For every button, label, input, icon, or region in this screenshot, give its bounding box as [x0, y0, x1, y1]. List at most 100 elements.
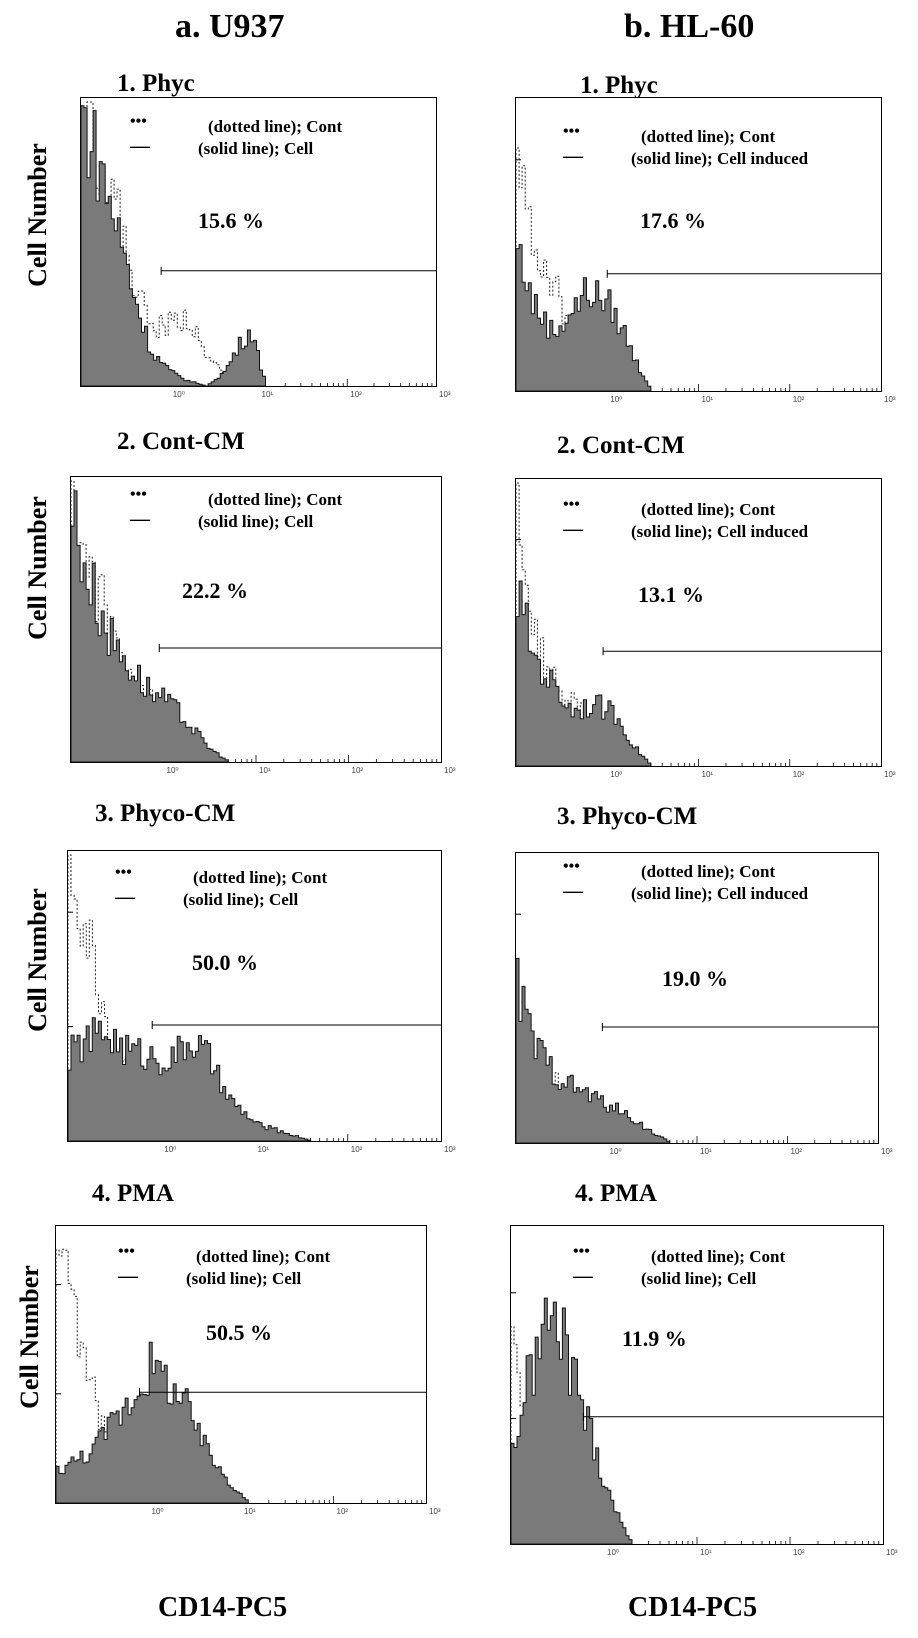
- panel-label: 3. Phyco-CM: [557, 803, 698, 830]
- histogram-svg: 10⁰ 10¹ 10² 10³: [80, 101, 451, 399]
- legend-entry-control: (dotted line); Cont: [196, 1247, 331, 1266]
- x-tick-label: 10³: [886, 1548, 898, 1557]
- legend-solid-marker: —: [130, 508, 150, 530]
- legend-entry-control: (dotted line); Cont: [641, 862, 776, 881]
- cell-histogram-solid: [515, 580, 652, 767]
- histogram-plot-a4: 10⁰ 10¹ 10² 10³: [55, 1225, 441, 1516]
- histogram-plot-a1: 10⁰ 10¹ 10² 10³: [80, 97, 451, 399]
- y-axis-label: Cell Number: [15, 1265, 44, 1409]
- histogram-svg: 10⁰ 10¹ 10² 10³: [515, 913, 893, 1156]
- y-axis-label: Cell Number: [23, 888, 52, 1032]
- x-tick-label: 10⁰: [164, 1145, 176, 1154]
- x-tick-label: 10¹: [258, 1145, 270, 1154]
- x-tick-label: 10³: [884, 395, 896, 404]
- histogram-plot-a3: 10⁰ 10¹ 10² 10³: [67, 850, 456, 1154]
- cell-histogram-solid: [510, 1297, 633, 1545]
- legend-dotted-marker: •••: [573, 1243, 590, 1260]
- histogram-svg: 10⁰ 10¹ 10² 10³: [515, 482, 896, 779]
- legend-entry-cell: (solid line); Cell: [198, 139, 314, 158]
- x-tick-label: 10¹: [244, 1507, 256, 1516]
- x-axis-label-a: CD14-PC5: [158, 1592, 288, 1623]
- x-tick-label: 10⁰: [610, 770, 622, 779]
- x-tick-label: 10³: [439, 390, 451, 399]
- x-tick-label: 10¹: [259, 766, 271, 775]
- x-tick-label: 10²: [793, 395, 805, 404]
- legend-entry-control: (dotted line); Cont: [641, 500, 776, 519]
- x-tick-label: 10⁰: [173, 390, 185, 399]
- x-tick-label: 10²: [793, 770, 805, 779]
- x-tick-label: 10²: [791, 1147, 803, 1156]
- legend-entry-control: (dotted line); Cont: [641, 127, 776, 146]
- cell-histogram-solid: [67, 1017, 312, 1142]
- y-axis-label: Cell Number: [23, 496, 52, 640]
- x-tick-label: 10³: [881, 1147, 893, 1156]
- legend-entry-control: (dotted line); Cont: [651, 1247, 786, 1266]
- panel-label: 4. PMA: [92, 1180, 174, 1207]
- positive-percentage: 11.9 %: [622, 1326, 687, 1351]
- legend-entry-cell: (solid line); Cell: [183, 890, 299, 909]
- column-title-b: b. HL-60: [624, 8, 755, 45]
- legend-entry-cell: (solid line); Cell induced: [631, 522, 809, 541]
- legend-entry-cell: (solid line); Cell: [198, 512, 314, 531]
- panel-label: 1. Phyc: [117, 70, 195, 97]
- positive-percentage: 19.0 %: [662, 966, 728, 991]
- x-axis-label-b: CD14-PC5: [628, 1592, 758, 1623]
- legend-solid-marker: —: [563, 518, 583, 540]
- x-tick-label: 10⁰: [607, 1548, 619, 1557]
- x-tick-label: 10²: [350, 390, 362, 399]
- histogram-plot-b1: 10⁰ 10¹ 10² 10³: [515, 97, 896, 404]
- positive-percentage: 50.0 %: [192, 950, 258, 975]
- histogram-svg: 10⁰ 10¹ 10² 10³: [515, 147, 896, 404]
- histogram-svg: 10⁰ 10¹ 10² 10³: [67, 854, 456, 1154]
- legend-dotted-marker: •••: [115, 864, 132, 881]
- legend-solid-marker: —: [573, 1265, 593, 1287]
- panel-label: 2. Cont-CM: [557, 432, 685, 459]
- positive-percentage: 13.1 %: [638, 582, 704, 607]
- legend-entry-cell: (solid line); Cell induced: [631, 884, 809, 903]
- histogram-plot-b2: 10⁰ 10¹ 10² 10³: [515, 478, 896, 779]
- x-tick-label: 10³: [444, 1145, 456, 1154]
- histogram-svg: 10⁰ 10¹ 10² 10³: [55, 1248, 441, 1516]
- legend-entry-control: (dotted line); Cont: [208, 490, 343, 509]
- x-tick-label: 10³: [429, 1507, 441, 1516]
- panel-label: 3. Phyco-CM: [95, 800, 236, 827]
- x-tick-label: 10⁰: [610, 395, 622, 404]
- histogram-plot-b4: 10⁰ 10¹ 10² 10³: [510, 1225, 898, 1557]
- positive-percentage: 17.6 %: [640, 208, 706, 233]
- cell-histogram-solid: [515, 244, 652, 392]
- positive-percentage: 15.6 %: [198, 208, 264, 233]
- legend-dotted-marker: •••: [563, 123, 580, 140]
- histogram-plot-a2: 10⁰ 10¹ 10² 10³: [70, 476, 456, 775]
- x-tick-label: 10¹: [700, 1147, 712, 1156]
- x-tick-label: 10²: [352, 766, 364, 775]
- legend-entry-cell: (solid line); Cell: [186, 1269, 302, 1288]
- legend-dotted-marker: •••: [118, 1243, 135, 1260]
- legend-dotted-marker: •••: [563, 496, 580, 513]
- x-tick-label: 10¹: [702, 770, 714, 779]
- legend-entry-control: (dotted line); Cont: [208, 117, 343, 136]
- legend-dotted-marker: •••: [130, 113, 147, 130]
- x-tick-label: 10³: [444, 766, 456, 775]
- positive-percentage: 22.2 %: [182, 578, 248, 603]
- x-tick-label: 10⁰: [610, 1147, 622, 1156]
- positive-percentage: 50.5 %: [206, 1320, 272, 1345]
- x-tick-label: 10²: [351, 1145, 363, 1154]
- panel-label: 4. PMA: [575, 1180, 657, 1207]
- x-tick-label: 10⁰: [152, 1507, 164, 1516]
- cell-histogram-solid: [55, 1341, 249, 1504]
- legend-solid-marker: —: [118, 1265, 138, 1287]
- legend-entry-cell: (solid line); Cell induced: [631, 149, 809, 168]
- y-axis-label: Cell Number: [23, 143, 52, 287]
- x-tick-label: 10⁰: [167, 766, 179, 775]
- panel-label: 1. Phyc: [580, 72, 658, 99]
- histogram-plot-b3: 10⁰ 10¹ 10² 10³: [515, 852, 893, 1156]
- legend-solid-marker: —: [130, 135, 150, 157]
- x-tick-label: 10²: [337, 1507, 349, 1516]
- legend-solid-marker: —: [563, 880, 583, 902]
- histogram-svg: 10⁰ 10¹ 10² 10³: [70, 480, 456, 775]
- column-title-a: a. U937: [175, 8, 285, 45]
- x-tick-label: 10²: [793, 1548, 805, 1557]
- x-tick-label: 10¹: [700, 1548, 712, 1557]
- legend-solid-marker: —: [563, 145, 583, 167]
- histogram-svg: 10⁰ 10¹ 10² 10³: [510, 1292, 898, 1557]
